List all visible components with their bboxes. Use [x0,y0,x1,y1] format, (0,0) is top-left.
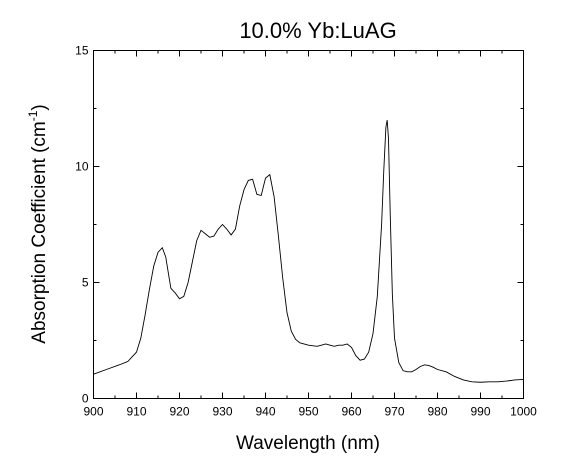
y-tick-label: 15 [75,44,89,58]
y-axis-label-superscript: -1 [26,110,40,121]
x-tick-label: 930 [212,405,232,419]
x-tick-label: 970 [384,405,404,419]
axis-tick-labels: 900 910 920 930 940 950 960 970 980 990 1000 0 5 10 15 [75,44,537,419]
x-tick-label: 980 [427,405,447,419]
chart-title: 10.0% Yb:LuAG [239,18,396,43]
y-axis-label: Absorption Coefficient (cm-1) [26,104,50,343]
y-tick-label: 10 [75,160,89,174]
y-axis-label-close: ) [29,104,50,110]
x-tick-label: 910 [126,405,146,419]
x-tick-label: 900 [83,405,103,419]
y-tick-label: 0 [82,392,89,406]
axis-ticks [93,50,524,399]
plot-frame [93,50,524,399]
x-tick-label: 940 [255,405,275,419]
x-tick-label: 920 [169,405,189,419]
x-tick-label: 960 [341,405,361,419]
y-axis-label-main: Absorption Coefficient (cm [29,121,50,343]
x-tick-label: 950 [298,405,318,419]
x-axis-label: Wavelength (nm) [236,433,380,454]
x-tick-label: 990 [470,405,490,419]
y-tick-label: 5 [82,276,89,290]
x-tick-label: 1000 [510,405,537,419]
absorption-series-line [93,120,524,383]
